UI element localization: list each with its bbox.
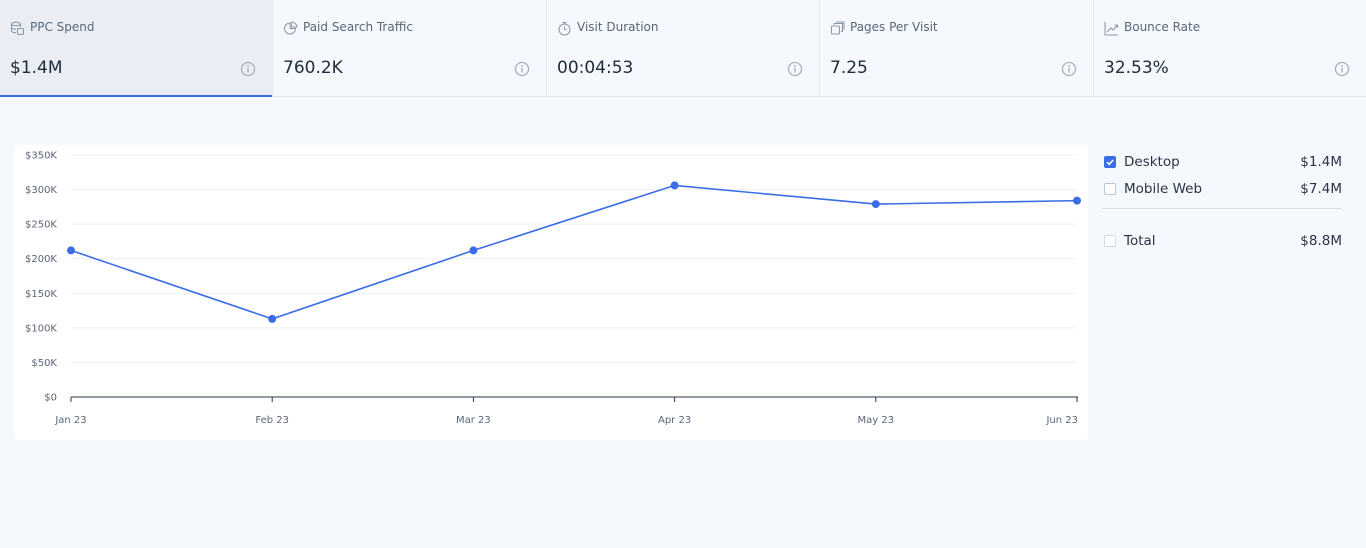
stopwatch-icon: [558, 22, 571, 36]
legend-divider: [1102, 208, 1342, 209]
y-tick-label: $300K: [25, 185, 57, 196]
y-axis-labels: $0 $50K $100K $150K $200K $250K $300K $350K: [25, 151, 57, 404]
legend-item-value: $1.4M: [1300, 154, 1342, 170]
data-point[interactable]: [871, 200, 880, 209]
pie-chart-icon: [284, 21, 298, 35]
y-tick-label: $0: [44, 393, 57, 404]
line-chart: $0 $50K $100K $150K $200K $250K $300K $350K Jan…: [25, 151, 1081, 426]
series-line: [70, 184, 1078, 320]
x-tick-label: Jan 23: [54, 415, 86, 426]
metric-value: 760.2K: [283, 58, 343, 78]
metric-label: Paid Search Traffic: [303, 20, 413, 34]
legend-item-value: $8.8M: [1300, 233, 1342, 249]
metric-value: 32.53%: [1104, 58, 1169, 78]
data-point[interactable]: [1073, 196, 1081, 205]
legend-item-desktop[interactable]: Desktop $1.4M: [1102, 152, 1342, 179]
series-layer: [67, 181, 1081, 323]
pages-icon: [831, 21, 845, 35]
metric-value: $1.4M: [10, 58, 63, 78]
legend-item-label: Total: [1124, 233, 1156, 249]
x-tick-label: Feb 23: [255, 415, 289, 426]
legend-item-label: Mobile Web: [1124, 181, 1203, 197]
trend-icon: [1104, 22, 1118, 36]
metric-value: 00:04:53: [557, 58, 634, 78]
y-tick-label: $250K: [25, 220, 57, 231]
checkbox-icon[interactable]: [1104, 235, 1116, 247]
x-tick-label: Apr 23: [658, 415, 691, 426]
metric-label: Bounce Rate: [1124, 20, 1201, 34]
x-tick-label: May 23: [858, 415, 895, 426]
checkbox-checked-icon[interactable]: [1104, 156, 1116, 168]
legend-item-mobile-web[interactable]: Mobile Web $7.4M: [1102, 179, 1342, 206]
x-tick-label: Mar 23: [456, 415, 491, 426]
data-point[interactable]: [670, 181, 679, 190]
metrics-bar: PPC Spend $1.4M Paid Search Traffic 760.…: [0, 0, 1366, 97]
info-icon[interactable]: [1334, 61, 1350, 77]
metric-label: Visit Duration: [577, 20, 659, 34]
x-axis: Jan 23 Feb 23 Mar 23 Apr 23 May 23 Jun 23: [54, 396, 1078, 426]
data-point[interactable]: [268, 314, 277, 323]
y-tick-label: $50K: [31, 358, 57, 369]
metric-pages-per-visit[interactable]: Pages Per Visit 7.25: [820, 0, 1094, 96]
metric-value: 7.25: [830, 58, 868, 78]
metric-label: PPC Spend: [30, 20, 95, 34]
info-icon[interactable]: [240, 61, 256, 77]
legend-item-label: Desktop: [1124, 154, 1180, 170]
y-tick-label: $200K: [25, 254, 57, 265]
grid-layer: [71, 154, 1077, 363]
chart-card: $0 $50K $100K $150K $200K $250K $300K $350K Jan…: [14, 145, 1088, 440]
checkbox-icon[interactable]: [1104, 183, 1116, 195]
metric-label: Pages Per Visit: [850, 20, 938, 34]
info-icon[interactable]: [1061, 61, 1077, 77]
metric-paid-search-traffic[interactable]: Paid Search Traffic 760.2K: [273, 0, 547, 96]
coins-icon: [11, 21, 24, 35]
y-tick-label: $350K: [25, 151, 57, 162]
data-point[interactable]: [67, 246, 75, 255]
metric-ppc-spend[interactable]: PPC Spend $1.4M: [0, 0, 273, 97]
data-point[interactable]: [469, 246, 478, 255]
info-icon[interactable]: [787, 61, 803, 77]
info-icon[interactable]: [514, 61, 530, 77]
metric-bounce-rate[interactable]: Bounce Rate 32.53%: [1094, 0, 1366, 96]
y-tick-label: $100K: [25, 323, 57, 334]
legend-item-total[interactable]: Total $8.8M: [1102, 231, 1342, 258]
legend-item-value: $7.4M: [1300, 181, 1342, 197]
y-tick-label: $150K: [25, 289, 57, 300]
legend: Desktop $1.4M Mobile Web $7.4M Total $8.…: [1102, 152, 1342, 258]
metric-visit-duration[interactable]: Visit Duration 00:04:53: [547, 0, 820, 96]
x-tick-label: Jun 23: [1045, 415, 1078, 426]
